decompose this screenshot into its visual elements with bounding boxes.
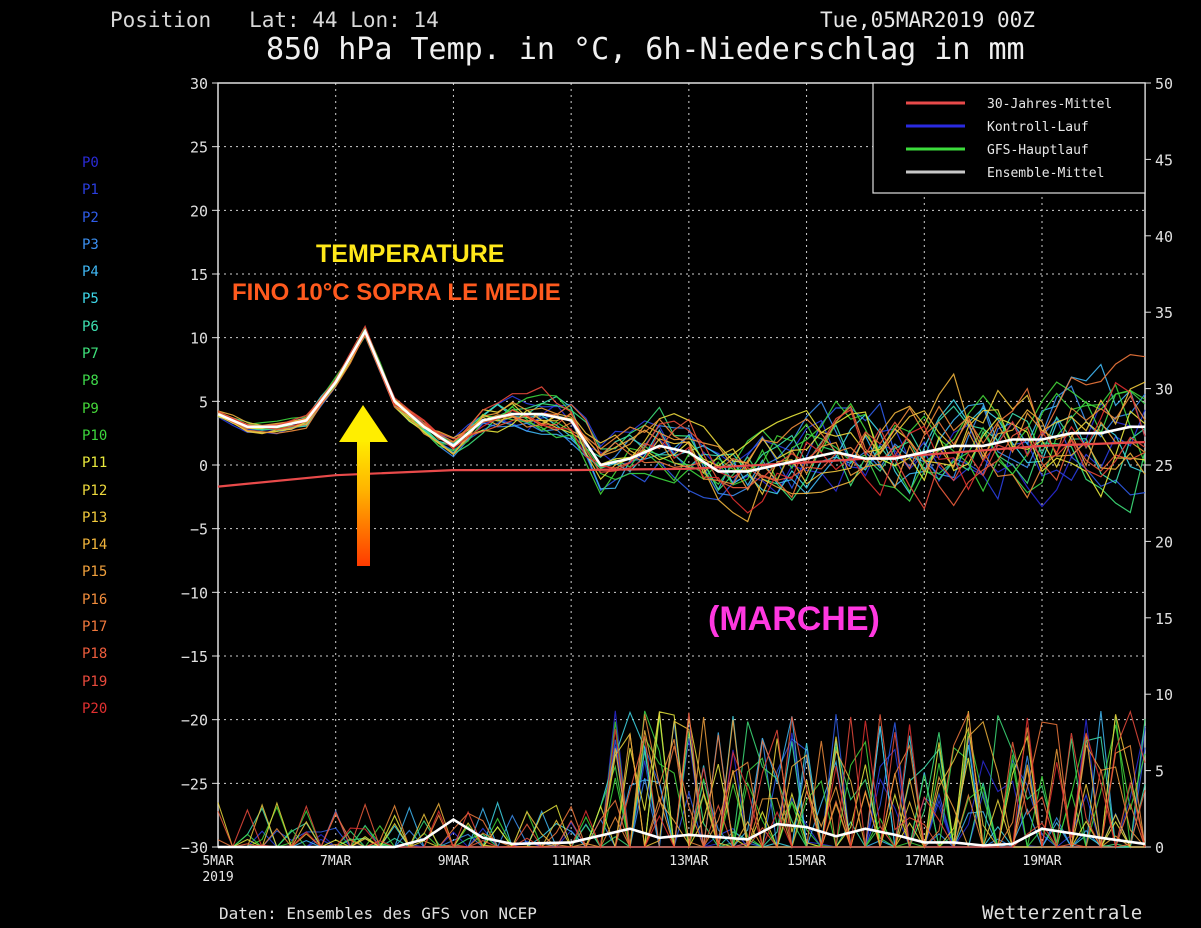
ensemble-member-label: P14	[82, 537, 108, 554]
ensemble-member-label: P8	[82, 373, 99, 390]
left-tick-label: 30	[190, 75, 208, 93]
x-tick-label: 17MAR	[905, 854, 944, 869]
chart-lines	[217, 324, 1146, 850]
annotation-temperature: TEMPERATURE	[316, 240, 505, 268]
ensemble-member-label: P20	[82, 700, 108, 717]
left-tick-label: −25	[181, 775, 208, 793]
x-year-label: 2019	[202, 870, 233, 885]
x-tick-label: 15MAR	[787, 854, 826, 869]
left-tick-label: −30	[181, 839, 208, 857]
ensemble-member-label: P12	[82, 482, 108, 499]
right-tick-label: 35	[1155, 304, 1173, 322]
brand-label: Wetterzentrale	[982, 902, 1143, 924]
x-tick-label: 11MAR	[552, 854, 591, 869]
ensemble-member-label: P17	[82, 619, 108, 636]
ensemble-member-label: P15	[82, 564, 108, 581]
ensemble-member-label: P13	[82, 509, 108, 526]
legend-label: 30-Jahres-Mittel	[987, 97, 1112, 112]
legend-label: Kontroll-Lauf	[987, 120, 1089, 135]
legend-box	[872, 82, 1146, 194]
left-tick-label: −5	[190, 521, 208, 539]
left-tick-label: 10	[190, 330, 208, 348]
ensemble-member-label: P0	[82, 155, 99, 171]
left-tick-label: −20	[181, 712, 208, 730]
ensemble-member-label: P16	[82, 591, 108, 608]
ensemble-member-label: P7	[82, 346, 99, 363]
ensemble-line	[217, 334, 1146, 507]
left-tick-label: −10	[181, 584, 208, 602]
legend-label: GFS-Hauptlauf	[987, 143, 1089, 158]
ensemble-member-label: P10	[82, 427, 108, 444]
x-tick-label: 7MAR	[320, 854, 351, 869]
annotation-region: (MARCHE)	[708, 600, 880, 638]
left-tick-label: 0	[199, 457, 208, 475]
ensemble-member-label: P9	[82, 400, 99, 417]
ensemble-member-label: P19	[82, 673, 108, 690]
legend-label: Ensemble-Mittel	[987, 166, 1104, 181]
right-tick-label: 0	[1155, 839, 1164, 857]
ensemble-precip-line	[218, 717, 1146, 850]
right-tick-label: 45	[1155, 151, 1173, 169]
right-tick-label: 5	[1155, 763, 1164, 781]
x-tick-label: 9MAR	[438, 854, 469, 869]
left-tick-label: 20	[190, 202, 208, 220]
right-tick-label: 10	[1155, 686, 1173, 704]
left-tick-label: 25	[190, 139, 208, 157]
chart-axes: 302520151050−5−10−15−20−25−3050454035302…	[181, 75, 1173, 885]
chart-title: 850 hPa Temp. in °C, 6h-Niederschlag in …	[266, 32, 1025, 67]
position-label: Position Lat: 44 Lon: 14	[110, 8, 439, 32]
left-tick-label: 15	[190, 266, 208, 284]
series-ensemble-mittel-niederschlag	[218, 817, 1146, 849]
annotation-above-average: FINO 10°C SOPRA LE MEDIE	[232, 279, 561, 306]
right-tick-label: 50	[1155, 75, 1173, 93]
right-tick-label: 20	[1155, 533, 1173, 551]
right-tick-label: 25	[1155, 457, 1173, 475]
left-tick-label: −15	[181, 648, 208, 666]
ensemble-member-label: P11	[82, 455, 108, 472]
ensemble-member-label: P6	[82, 318, 99, 335]
ensemble-line	[217, 324, 1146, 510]
right-tick-label: 30	[1155, 381, 1173, 399]
ensemble-member-label: P1	[82, 182, 99, 199]
ensemble-member-label: P3	[82, 236, 99, 253]
right-tick-label: 15	[1155, 610, 1173, 628]
ensemble-member-list: P0 P1 P2 P3 P4 P5 P6 P7 P8 P9 P10 P11 P12 P13 P14 P15 P1…	[82, 156, 107, 729]
left-tick-label: 5	[199, 393, 208, 411]
x-tick-label: 13MAR	[669, 854, 708, 869]
series-ensemble-mittel	[217, 328, 1145, 473]
data-source: Daten: Ensembles des GFS von NCEP	[219, 904, 537, 923]
chart-legend: 30-Jahres-Mittel Kontroll-Lauf GFS-Hauptla…	[872, 82, 1146, 194]
x-tick-label: 5MAR	[202, 854, 233, 869]
ensemble-member-label: P5	[82, 291, 99, 308]
right-tick-label: 40	[1155, 228, 1173, 246]
up-arrow-icon	[339, 405, 388, 566]
ensemble-member-label: P4	[82, 264, 99, 281]
series-30-jahres-mittel	[217, 441, 1146, 488]
ensemble-member-label: P18	[82, 646, 108, 663]
x-tick-label: 19MAR	[1022, 854, 1061, 869]
ensemble-precip-line	[218, 714, 1146, 850]
ensemble-member-label: P2	[82, 209, 99, 226]
run-date: Tue,05MAR2019 00Z	[820, 8, 1035, 32]
